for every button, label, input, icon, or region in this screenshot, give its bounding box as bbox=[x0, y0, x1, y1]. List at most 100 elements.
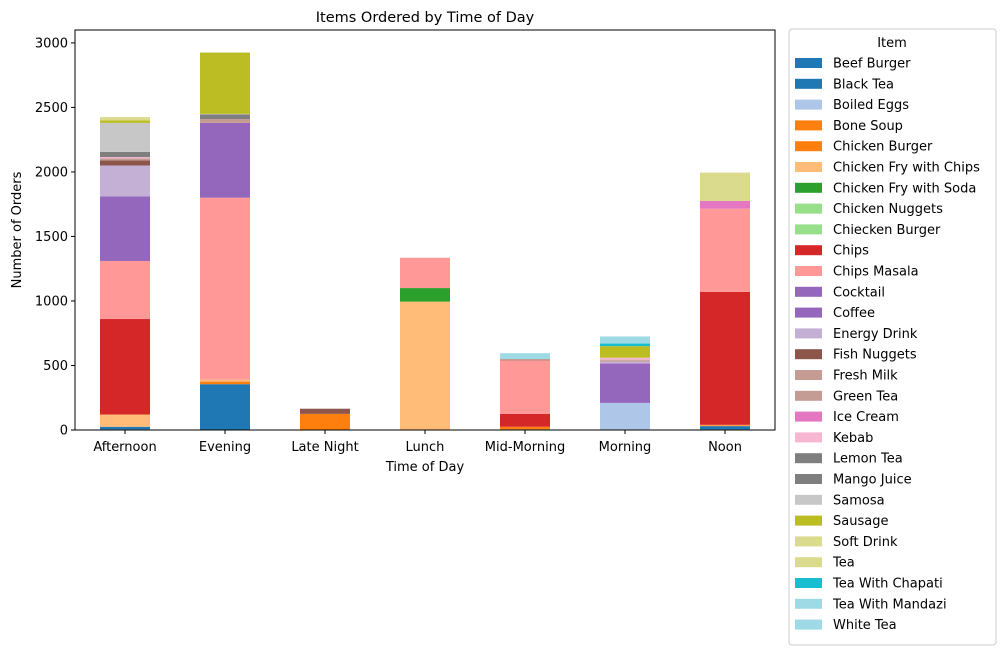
legend-label: Chicken Fry with Chips bbox=[833, 161, 980, 176]
bar-noon-black-tea bbox=[700, 426, 750, 430]
legend-swatch bbox=[795, 536, 822, 547]
legend-swatch bbox=[795, 474, 822, 484]
legend-swatch bbox=[795, 203, 822, 214]
legend-label: Tea With Chapati bbox=[832, 577, 943, 592]
x-axis: Afternoon Evening Late Night Lunch Mid-Morni… bbox=[93, 430, 742, 455]
bar-evening-black-tea bbox=[200, 384, 250, 430]
legend-item-fish-nuggets: Fish Nuggets bbox=[795, 348, 917, 363]
legend-label: Chicken Burger bbox=[833, 140, 933, 155]
bar-morning-kebab bbox=[600, 357, 650, 360]
bar-evening-samosa bbox=[200, 113, 250, 115]
bar-morning-tea-with-chapati bbox=[600, 343, 650, 347]
legend: Item Beef Burger Black Tea Boiled Eggs Bone… bbox=[788, 28, 997, 646]
bar-evening-green-tea bbox=[200, 119, 250, 123]
legend-swatch bbox=[795, 182, 822, 193]
bar-evening-chips-masala bbox=[200, 197, 250, 380]
legend-item-cocktail: Cocktail bbox=[795, 285, 885, 300]
bar-mid-morning-white-tea bbox=[500, 353, 550, 360]
x-tick-label-late-night: Late Night bbox=[291, 440, 358, 455]
bar-afternoon-chicken-fry-with-chips bbox=[100, 414, 150, 427]
legend-label: Chicken Nuggets bbox=[833, 202, 943, 217]
bar-noon-chicken-burger bbox=[700, 425, 750, 427]
bar-morning-boiled-eggs bbox=[600, 402, 650, 430]
legend-label: Ice Cream bbox=[833, 410, 899, 425]
legend-swatch bbox=[795, 349, 822, 360]
y-tick-label: 2000 bbox=[35, 165, 68, 180]
legend-swatch bbox=[795, 619, 822, 630]
bar-late-night-fish-nuggets bbox=[300, 408, 350, 414]
legend-item-chicken-nuggets: Chicken Nuggets bbox=[795, 202, 943, 217]
bar-late-night-bone-soup bbox=[300, 413, 350, 430]
bar-afternoon-sausage bbox=[100, 120, 150, 123]
bar-mid-morning-chicken-burger bbox=[500, 426, 550, 430]
bar-morning-fresh-milk bbox=[600, 360, 650, 362]
legend-swatch bbox=[795, 515, 822, 526]
x-tick-label-afternoon: Afternoon bbox=[93, 440, 156, 455]
y-tick-label: 500 bbox=[43, 359, 68, 374]
legend-swatch bbox=[795, 557, 822, 568]
legend-label: Green Tea bbox=[833, 389, 898, 404]
bar-afternoon-energy-drink bbox=[100, 165, 150, 197]
legend-item-fresh-milk: Fresh Milk bbox=[795, 369, 898, 384]
legend-item-chiecken-burger: Chiecken Burger bbox=[795, 223, 941, 238]
x-tick-label-evening: Evening bbox=[199, 440, 251, 455]
legend-swatch bbox=[795, 598, 822, 609]
legend-item-chicken-fry-with-soda: Chicken Fry with Soda bbox=[795, 181, 976, 196]
legend-swatch bbox=[795, 411, 822, 422]
legend-item-white-tea: White Tea bbox=[795, 618, 897, 633]
legend-item-kebab: Kebab bbox=[795, 431, 873, 446]
legend-label: Chicken Fry with Soda bbox=[833, 181, 976, 196]
y-axis-label: Number of Orders bbox=[10, 171, 25, 288]
legend-swatch bbox=[795, 453, 822, 464]
legend-swatch bbox=[795, 78, 822, 89]
bar-morning-coffee bbox=[600, 363, 650, 403]
legend-label: Tea With Mandazi bbox=[832, 597, 947, 612]
bar-afternoon-kebab bbox=[100, 157, 150, 159]
bar-afternoon-samosa bbox=[100, 122, 150, 152]
bar-mid-morning-green-tea bbox=[500, 359, 550, 360]
bar-noon-chicken-fry-with-chips bbox=[700, 424, 750, 426]
legend-frame bbox=[788, 28, 997, 646]
legend-label: Bone Soup bbox=[833, 119, 903, 134]
chart-title: Items Ordered by Time of Day bbox=[316, 10, 535, 26]
y-tick-label: 0 bbox=[60, 424, 68, 439]
bar-afternoon-chips bbox=[100, 319, 150, 415]
bar-morning-sausage bbox=[600, 346, 650, 358]
x-tick-label-lunch: Lunch bbox=[406, 440, 445, 455]
legend-item-chips-masala: Chips Masala bbox=[795, 265, 919, 280]
legend-item-tea: Tea bbox=[795, 556, 855, 571]
legend-swatch bbox=[795, 245, 822, 256]
legend-label: Energy Drink bbox=[833, 327, 918, 342]
bar-afternoon-fish-nuggets bbox=[100, 160, 150, 166]
legend-label: Samosa bbox=[833, 493, 885, 508]
legend-item-chicken-burger: Chicken Burger bbox=[795, 140, 933, 155]
bar-morning-tea-with-mandazi bbox=[600, 336, 650, 344]
legend-label: Fish Nuggets bbox=[833, 348, 917, 363]
bar-evening-sausage bbox=[200, 52, 250, 114]
legend-swatch bbox=[795, 307, 822, 318]
legend-swatch bbox=[795, 370, 822, 380]
legend-label: Beef Burger bbox=[833, 57, 911, 72]
y-tick-label: 2500 bbox=[35, 101, 68, 116]
legend-label: Coffee bbox=[833, 306, 875, 321]
legend-swatch bbox=[795, 58, 822, 68]
legend-label: Tea bbox=[832, 556, 855, 571]
legend-item-black-tea: Black Tea bbox=[795, 77, 894, 92]
legend-swatch bbox=[795, 390, 822, 401]
legend-label: Soft Drink bbox=[833, 535, 898, 550]
legend-item-bone-soup: Bone Soup bbox=[795, 119, 903, 134]
legend-label: Kebab bbox=[833, 431, 873, 446]
bar-noon-chips-masala bbox=[700, 208, 750, 292]
legend-title: Item bbox=[877, 36, 907, 51]
legend-label: Lemon Tea bbox=[833, 452, 903, 467]
legend-item-samosa: Samosa bbox=[795, 493, 885, 508]
legend-label: Mango Juice bbox=[833, 473, 912, 488]
legend-label: Boiled Eggs bbox=[833, 98, 909, 113]
legend-item-tea-with-chapati: Tea With Chapati bbox=[795, 577, 943, 592]
legend-item-boiled-eggs: Boiled Eggs bbox=[795, 98, 909, 113]
bar-lunch-chicken-fry-with-chips bbox=[400, 301, 450, 430]
x-tick-label-mid-morning: Mid-Morning bbox=[485, 440, 565, 455]
bar-afternoon-soft-drink bbox=[100, 117, 150, 121]
legend-item-ice-cream: Ice Cream bbox=[795, 410, 899, 425]
legend-label: Cocktail bbox=[833, 285, 885, 300]
